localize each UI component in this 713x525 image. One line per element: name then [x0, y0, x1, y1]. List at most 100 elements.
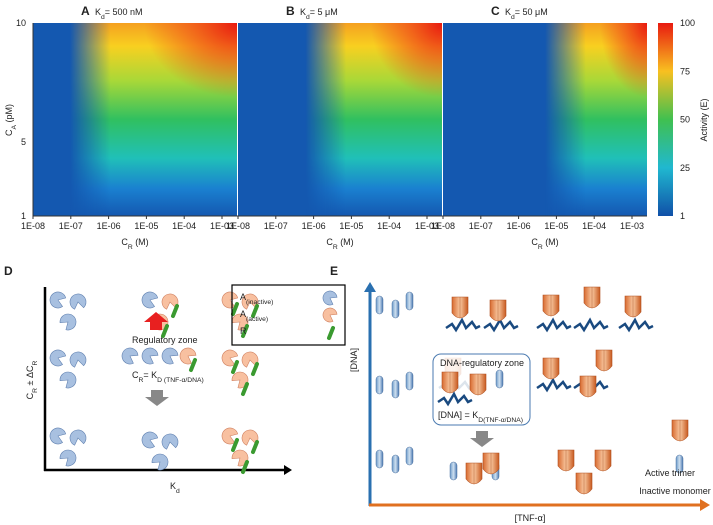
- y-axis-label-part: R: [32, 361, 39, 366]
- panel-e: E [DNA] [TNF-α] DNA-regulatory zone [DNA] = …: [330, 264, 711, 523]
- inactive-a: [69, 429, 87, 446]
- equation-part: D(TNF-α/DNA): [478, 417, 523, 424]
- panel-title-part: K: [95, 7, 101, 17]
- inactive-a: [59, 313, 77, 331]
- receptor-r: [241, 324, 249, 338]
- x-tick-label: 1E-04: [582, 221, 606, 231]
- inactive-a: [161, 433, 179, 450]
- x-tick-label: 1E-03: [210, 221, 234, 231]
- legend-label-part: A: [240, 292, 246, 302]
- inactive-monomer: [405, 446, 414, 466]
- dna: [536, 317, 572, 333]
- y-axis-label-part: A: [11, 125, 18, 130]
- active-a: [221, 349, 239, 367]
- x-axis-label-part: K: [170, 481, 176, 491]
- legend-label-part: (inactive): [246, 299, 273, 306]
- panel-title-part: d: [101, 14, 105, 21]
- x-axis-label: CR (M): [531, 237, 558, 251]
- inactive-monomer: [405, 371, 414, 391]
- inactive-a: [141, 347, 159, 365]
- x-axis-label-part: (M): [133, 237, 149, 247]
- legend-box: [231, 284, 346, 346]
- inactive-monomer: [405, 291, 414, 311]
- colorbar: [658, 23, 673, 216]
- gray-arrow: [470, 431, 494, 447]
- x-tick-label: 1E-05: [134, 221, 158, 231]
- panel-title-part: = 50 μM: [515, 7, 548, 17]
- y-axis-label: [DNA]: [349, 348, 359, 372]
- panel-title-part: d: [306, 14, 310, 21]
- inactive-monomer: [391, 454, 400, 474]
- inactive-monomer: [495, 369, 504, 389]
- inactive-a: [151, 453, 169, 471]
- active-a: [231, 449, 249, 467]
- y-axis-label-part: (pM): [4, 104, 14, 125]
- x-axis-label-part: (M): [543, 237, 559, 247]
- y-axis-label-part: R: [32, 388, 39, 393]
- equation-part: R: [139, 377, 144, 384]
- zone-label: Regulatory zone: [132, 335, 198, 345]
- y-axis-label-part: ± ΔC: [25, 365, 35, 388]
- panel-title: Kd= 5 μM: [300, 7, 338, 21]
- inactive-a: [49, 427, 67, 445]
- x-tick-label: 1E-06: [302, 221, 326, 231]
- legend-label-part: R: [240, 326, 247, 336]
- y-tick-label: 10: [16, 18, 26, 28]
- panel-letter: C: [491, 4, 500, 18]
- y-tick-label: 1: [21, 211, 26, 221]
- dna: [536, 377, 572, 393]
- x-axis-label-part: C: [531, 237, 538, 247]
- panel-title: Kd= 500 nM: [95, 7, 143, 21]
- x-axis-label: Kd: [170, 481, 180, 495]
- active-a: [221, 427, 239, 445]
- x-arrow: [284, 465, 292, 475]
- y-axis-label-part: C: [25, 392, 35, 399]
- red-arrow: [144, 312, 168, 330]
- active-a: [231, 313, 249, 331]
- legend-label: A(active): [240, 309, 268, 323]
- x-axis-label-part: R: [333, 244, 338, 251]
- receptor-r: [161, 324, 169, 338]
- dna: [437, 391, 473, 407]
- x-tick-label: 1E-08: [226, 221, 250, 231]
- equation-part: [DNA] = K: [438, 410, 478, 420]
- x-axis-label-part: d: [176, 488, 180, 495]
- x-axis-label-part: (M): [338, 237, 354, 247]
- inactive-a: [141, 431, 159, 449]
- x-tick-label: 1E-08: [21, 221, 45, 231]
- x-tick-label: 1E-04: [172, 221, 196, 231]
- inactive-a: [59, 449, 77, 467]
- receptor-r: [189, 358, 197, 372]
- active-a: [221, 291, 239, 309]
- receptor-r: [327, 326, 335, 340]
- colorbar-tick-label: 50: [680, 115, 690, 125]
- panel-title-part: = 500 nM: [105, 7, 143, 17]
- inactive-a: [322, 290, 338, 306]
- x-tick-label: 1E-03: [415, 221, 439, 231]
- y-axis-label: CA (pM): [4, 104, 18, 136]
- colorbar-tick-label: 100: [680, 18, 695, 28]
- inactive-a: [49, 291, 67, 309]
- x-axis-label: CR (M): [326, 237, 353, 251]
- receptor-r: [241, 382, 249, 396]
- legend-label-part: (active): [246, 316, 268, 323]
- inactive-a: [121, 347, 139, 365]
- panel-title: Kd= 50 μM: [505, 7, 548, 21]
- x-tick-label: 1E-06: [507, 221, 531, 231]
- x-axis-label-part: C: [121, 237, 128, 247]
- equation-part: D (TNF-α/DNA): [157, 377, 204, 384]
- legend-label: A(inactive): [240, 292, 273, 306]
- x-axis-label-part: C: [326, 237, 333, 247]
- receptor-r: [231, 302, 239, 316]
- y-axis-label: CR ± ΔCR: [25, 361, 39, 400]
- inactive-monomer: [375, 295, 384, 315]
- receptor-r: [231, 438, 239, 452]
- x-arrow: [700, 499, 710, 511]
- heatmap-hot: [340, 23, 442, 130]
- colorbar-tick-label: 25: [680, 163, 690, 173]
- x-axis-label-part: R: [538, 244, 543, 251]
- x-tick-label: 1E-08: [431, 221, 455, 231]
- receptor-r: [251, 362, 259, 376]
- dna: [618, 317, 654, 333]
